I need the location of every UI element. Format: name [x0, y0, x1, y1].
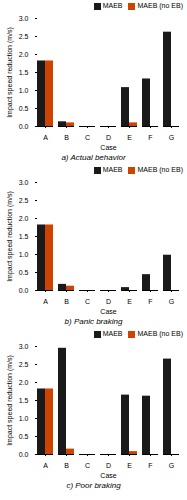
svg-text:F: F [148, 298, 152, 305]
svg-text:B: B [64, 298, 69, 305]
svg-text:C: C [85, 462, 90, 469]
html-text:MAEB: MAEB [102, 166, 123, 174]
svg-text:D: D [106, 298, 111, 305]
svg-text:2.5: 2.5 [19, 361, 29, 368]
svg-text:3.0: 3.0 [19, 15, 29, 22]
svg-text:1.5: 1.5 [19, 397, 29, 404]
svg-text:Case: Case [100, 308, 116, 315]
svg-text:E: E [127, 462, 132, 469]
svg-text:2.0: 2.0 [19, 379, 29, 386]
svg-text:D: D [106, 462, 111, 469]
svg-text:Impact speed reduction (m/s): Impact speed reduction (m/s) [6, 355, 14, 446]
svg-text:C: C [85, 298, 90, 305]
svg-text:0.5: 0.5 [19, 105, 29, 112]
svg-text:2.5: 2.5 [19, 33, 29, 40]
svg-text:B: B [64, 134, 69, 141]
svg-text:3.0: 3.0 [19, 179, 29, 186]
svg-text:1.5: 1.5 [19, 69, 29, 76]
html-text:b) Panic braking: b) Panic braking [64, 317, 123, 326]
svg-text:Impact speed reduction (m/s): Impact speed reduction (m/s) [6, 191, 14, 282]
html-text:MAEB: MAEB [102, 2, 123, 10]
svg-text:2.0: 2.0 [19, 215, 29, 222]
svg-text:Case: Case [100, 144, 116, 151]
svg-text:1.5: 1.5 [19, 233, 29, 240]
svg-text:3.0: 3.0 [19, 343, 29, 350]
svg-text:G: G [169, 462, 174, 469]
svg-text:A: A [43, 298, 48, 305]
svg-text:1.0: 1.0 [19, 415, 29, 422]
svg-text:0.0: 0.0 [19, 123, 29, 130]
svg-text:F: F [148, 462, 152, 469]
svg-text:G: G [169, 134, 174, 141]
svg-text:2.5: 2.5 [19, 197, 29, 204]
html-text:MAEB (no EB): MAEB (no EB) [137, 166, 183, 174]
svg-text:Case: Case [100, 472, 116, 479]
svg-text:D: D [106, 134, 111, 141]
svg-text:0.5: 0.5 [19, 269, 29, 276]
svg-text:0.0: 0.0 [19, 287, 29, 294]
svg-text:1.0: 1.0 [19, 251, 29, 258]
html-text:c) Poor braking: c) Poor braking [66, 481, 121, 490]
svg-text:F: F [148, 134, 152, 141]
svg-text:E: E [127, 134, 132, 141]
svg-text:A: A [43, 462, 48, 469]
svg-text:0.5: 0.5 [19, 433, 29, 440]
svg-text:Impact speed reduction (m/s): Impact speed reduction (m/s) [6, 27, 14, 118]
html-text:MAEB (no EB): MAEB (no EB) [137, 2, 183, 10]
svg-text:A: A [43, 134, 48, 141]
svg-text:E: E [127, 298, 132, 305]
svg-text:G: G [169, 298, 174, 305]
html-text:a) Actual behavior: a) Actual behavior [61, 153, 126, 162]
svg-text:B: B [64, 462, 69, 469]
html-text:MAEB: MAEB [102, 330, 123, 338]
svg-text:0.0: 0.0 [19, 451, 29, 458]
svg-text:C: C [85, 134, 90, 141]
svg-text:1.0: 1.0 [19, 87, 29, 94]
html-text:MAEB (no EB): MAEB (no EB) [137, 330, 183, 338]
svg-text:2.0: 2.0 [19, 51, 29, 58]
